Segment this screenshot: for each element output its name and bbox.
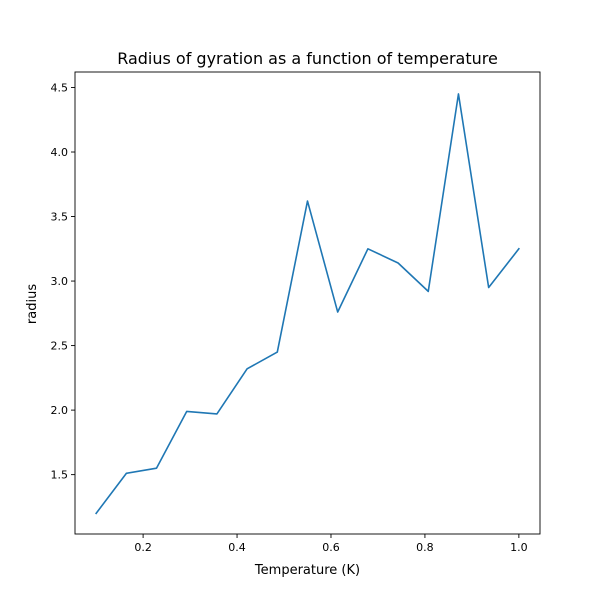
- y-tick-label: 4.5: [51, 81, 69, 94]
- plot-frame: [75, 72, 540, 534]
- x-tick-label: 0.4: [228, 541, 246, 554]
- y-tick-label: 1.5: [51, 469, 69, 482]
- series-line: [96, 94, 519, 513]
- y-axis: 1.5 2.0 2.5 3.0 3.5 4.0 4.5: [51, 81, 76, 481]
- y-tick-label: 2.5: [51, 340, 69, 353]
- plot-area: [75, 72, 540, 534]
- y-tick-label: 3.5: [51, 211, 69, 224]
- y-tick-label: 2.0: [51, 404, 69, 417]
- x-axis: 0.2 0.4 0.6 0.8 1.0: [134, 534, 527, 554]
- x-tick-label: 0.8: [416, 541, 434, 554]
- y-tick-label: 3.0: [51, 275, 69, 288]
- x-tick-label: 0.6: [322, 541, 340, 554]
- x-axis-label: Temperature (K): [254, 563, 360, 578]
- y-tick-label: 4.0: [51, 146, 69, 159]
- x-tick-label: 1.0: [510, 541, 528, 554]
- chart-title: Radius of gyration as a function of temp…: [117, 49, 498, 68]
- y-axis-label: radius: [25, 284, 40, 324]
- x-tick-label: 0.2: [134, 541, 152, 554]
